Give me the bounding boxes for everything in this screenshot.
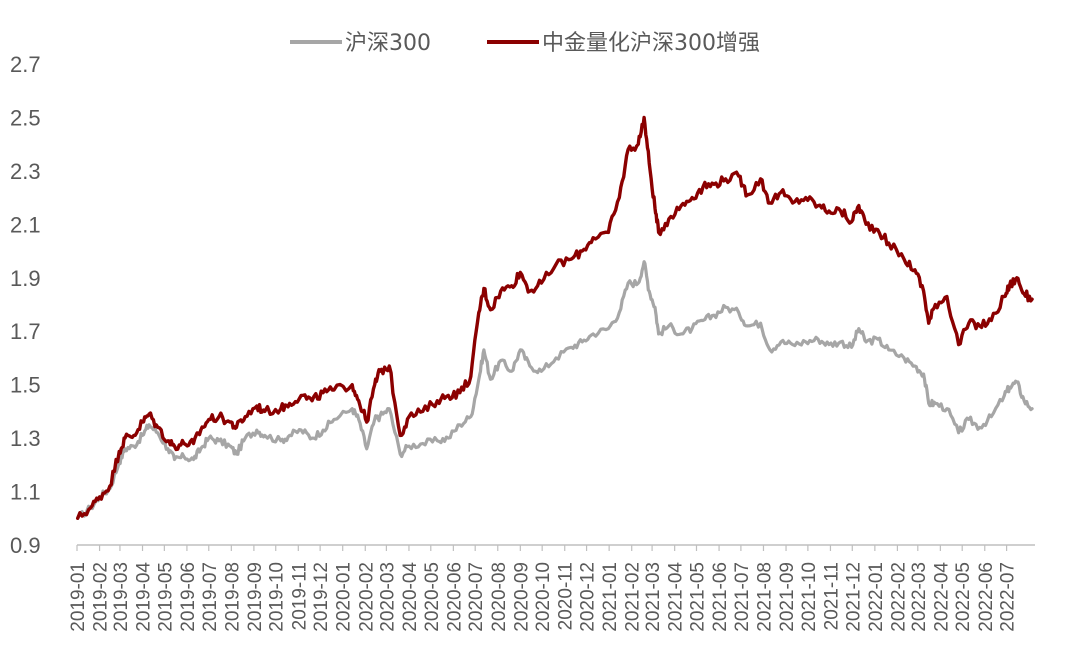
x-tick-label: 2019-01	[68, 562, 89, 632]
legend-label-1: 中金量化沪深300增强	[542, 31, 760, 56]
x-tick-label: 2022-07	[998, 562, 1019, 632]
x-tick-label: 2022-05	[953, 562, 974, 632]
y-tick-label: 2.7	[10, 52, 41, 77]
series-line-1	[76, 115, 1034, 520]
y-tick-label: 1.9	[10, 266, 41, 291]
x-tick-label: 2022-04	[931, 562, 952, 632]
y-tick-label: 1.7	[10, 319, 41, 344]
x-tick-label: 2019-04	[134, 562, 155, 632]
plot-area	[76, 115, 1034, 520]
x-tick-label: 2022-03	[909, 562, 930, 632]
x-tick-label: 2020-07	[466, 562, 487, 632]
x-tick-label: 2020-06	[444, 562, 465, 632]
x-tick-label: 2020-03	[377, 562, 398, 632]
x-tick-label: 2019-05	[155, 562, 176, 632]
x-tick-label: 2021-05	[687, 562, 708, 632]
y-axis: 0.9 1.1 1.3 1.5 1.7 1.9 2.1 2.3 2.5 2.7	[10, 52, 41, 558]
x-tick-label: 2019-09	[245, 562, 266, 632]
x-tick-label: 2020-12	[578, 562, 599, 632]
x-tick-label: 2019-08	[222, 562, 243, 632]
x-tick-label: 2020-10	[533, 562, 554, 632]
x-tick-label: 2019-12	[311, 562, 332, 632]
legend-label-0: 沪深300	[345, 31, 431, 56]
legend: 沪深300 中金量化沪深300增强	[290, 31, 760, 56]
x-tick-label: 2021-04	[666, 562, 687, 632]
x-tick-label: 2020-05	[422, 562, 443, 632]
y-tick-label: 1.1	[10, 480, 41, 505]
x-tick-label: 2020-02	[356, 562, 377, 632]
x-tick-label: 2021-03	[643, 562, 664, 632]
x-tick-label: 2020-08	[489, 562, 510, 632]
x-tick-label: 2020-11	[556, 562, 577, 630]
series-line-0	[76, 260, 1034, 520]
x-tick-label: 2021-12	[843, 562, 864, 632]
x-tick-label: 2019-10	[267, 562, 288, 632]
y-tick-label: 1.5	[10, 373, 41, 398]
x-tick-label: 2019-02	[91, 562, 112, 632]
y-tick-label: 2.1	[10, 212, 41, 237]
x-tick-label: 2021-11	[821, 562, 842, 630]
x-tick-label: 2019-11	[289, 562, 310, 630]
x-tick-label: 2021-09	[777, 562, 798, 632]
x-axis: 2019-01 2019-02 2019-03 2019-04 2019-05 2019-…	[68, 544, 1035, 632]
x-tick-label: 2022-01	[866, 562, 887, 632]
x-tick-label: 2021-07	[732, 562, 753, 632]
x-tick-label: 2022-02	[888, 562, 909, 632]
x-tick-label: 2021-01	[600, 562, 621, 632]
x-tick-label: 2020-01	[334, 562, 355, 632]
x-tick-label: 2020-09	[511, 562, 532, 632]
x-tick-label: 2021-10	[799, 562, 820, 632]
x-tick-label: 2019-06	[178, 562, 199, 632]
y-tick-label: 2.3	[10, 159, 41, 184]
x-tick-label: 2021-02	[623, 562, 644, 632]
y-tick-label: 2.5	[10, 105, 41, 130]
x-tick-label: 2021-08	[754, 562, 775, 632]
x-tick-label: 2021-06	[710, 562, 731, 632]
x-tick-label: 2020-04	[400, 562, 421, 632]
x-tick-label: 2022-06	[976, 562, 997, 632]
y-tick-label: 0.9	[10, 533, 41, 558]
y-tick-label: 1.3	[10, 426, 41, 451]
x-tick-label: 2019-07	[200, 562, 221, 632]
x-tick-label: 2019-03	[111, 562, 132, 632]
